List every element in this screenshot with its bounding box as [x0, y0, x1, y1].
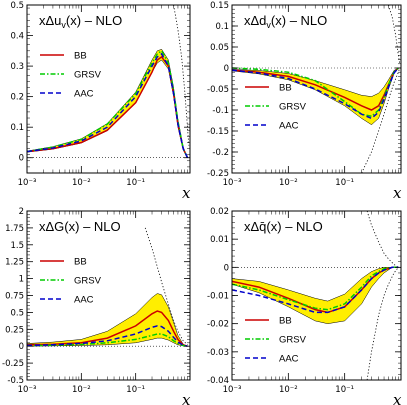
- y-tick-label: -0.25: [2, 359, 24, 369]
- panel-3: -0.5 -0.25 0 0.25 0.5 0.75 1 1.25 1.5 1.75 2 10⁻³ 10…: [2, 207, 191, 405]
- y-tick-label: 0.3: [10, 62, 24, 72]
- x-tick-label: 10⁻³: [223, 385, 242, 395]
- series-bb: [27, 55, 189, 159]
- panel-title: xΔq̄(x) – NLO: [244, 219, 323, 234]
- y-tick-label: 0: [224, 263, 229, 273]
- x-tick-label: 10⁻²: [72, 178, 91, 188]
- y-tick-label: 1.75: [5, 224, 24, 234]
- legend-label-aac: AAC: [74, 89, 94, 100]
- y-tick-label: -0.03: [207, 348, 229, 358]
- y-tick-label: -0.05: [207, 85, 229, 95]
- y-tick-label: 0.01: [210, 235, 229, 245]
- y-tick-label: 0: [19, 154, 24, 164]
- panel-2: -0.25 -0.2 -0.15 -0.1 -0.05 0 0.05 0.1 0.15 10⁻³ 1…: [207, 1, 402, 202]
- y-tick-label: 1: [19, 275, 24, 285]
- legend-label-grsv: GRSV: [74, 276, 102, 287]
- positivity-bound: [361, 67, 401, 173]
- y-tick-label: 0: [224, 64, 229, 74]
- plot-area: [27, 5, 190, 159]
- series-aac: [232, 266, 399, 314]
- y-tick-label: 0.2: [10, 93, 24, 103]
- panel-1: 0 0.1 0.2 0.3 0.4 0.5 10⁻³ 10⁻² 10⁻¹ x xΔuv(x) – N…: [10, 1, 191, 202]
- y-tick-label: 1.25: [5, 258, 24, 268]
- x-tick-label: 10⁻¹: [126, 178, 145, 188]
- legend: BB GRSV AAC: [245, 316, 307, 365]
- legend-label-bb: BB: [279, 316, 292, 327]
- legend-label-grsv: GRSV: [279, 335, 307, 346]
- legend-label-aac: AAC: [279, 121, 299, 132]
- positivity-bound: [366, 211, 399, 268]
- y-tick-label: 0.25: [5, 325, 24, 335]
- panel-title: xΔG(x) – NLO: [39, 219, 121, 234]
- series-bb: [27, 310, 188, 347]
- y-tick-label: -0.25: [207, 169, 229, 179]
- plot-area: [232, 211, 401, 380]
- x-axis-title: x: [182, 184, 191, 202]
- y-tick-label: -0.5: [7, 376, 24, 386]
- y-tick-label: 0.1: [215, 22, 229, 32]
- y-tick-label: 1.5: [10, 241, 24, 251]
- y-tick-label: -0.02: [207, 320, 229, 330]
- legend-label-aac: AAC: [279, 354, 299, 365]
- y-tick-label: 0.1: [10, 123, 24, 133]
- series-grsv: [232, 266, 399, 311]
- y-tick-label: 0.5: [10, 1, 24, 11]
- y-tick-label: 0: [19, 342, 24, 352]
- series-aac: [27, 52, 189, 159]
- y-tick-label: -0.2: [212, 148, 229, 158]
- y-tick-label: -0.15: [207, 127, 229, 137]
- legend-label-bb: BB: [74, 257, 87, 268]
- legend-label-grsv: GRSV: [74, 70, 102, 81]
- positivity-bound: [173, 5, 190, 146]
- legend: BB GRSV AAC: [40, 51, 102, 100]
- panel-4: -0.04 -0.03 -0.02 -0.01 0 0.01 0.02 10⁻³ 10⁻² 10⁻…: [207, 207, 402, 405]
- y-tick-label: 0.75: [5, 292, 24, 302]
- y-tick-label: 0.02: [210, 207, 229, 217]
- panel-title: xΔuv(x) – NLO: [39, 13, 122, 30]
- series-aac: [27, 325, 188, 347]
- legend-label-grsv: GRSV: [279, 102, 307, 113]
- x-tick-label: 10⁻³: [18, 178, 37, 188]
- x-tick-label: 10⁻²: [72, 385, 91, 395]
- legend-label-bb: BB: [74, 51, 87, 62]
- uncertainty-band: [27, 48, 188, 158]
- x-tick-label: 10⁻¹: [335, 178, 354, 188]
- x-tick-label: 10⁻¹: [335, 385, 354, 395]
- x-axis-title: x: [182, 391, 191, 405]
- x-axis-title: x: [393, 184, 402, 202]
- plot-area: [232, 5, 401, 173]
- x-tick-label: 10⁻²: [279, 385, 298, 395]
- x-tick-label: 10⁻³: [18, 385, 37, 395]
- y-tick-label: -0.01: [207, 292, 229, 302]
- legend-label-bb: BB: [279, 83, 292, 94]
- x-tick-label: 10⁻²: [279, 178, 298, 188]
- series-grsv: [27, 49, 189, 159]
- x-axis-title: x: [393, 391, 402, 405]
- y-tick-label: 0.15: [210, 1, 229, 11]
- legend: BB GRSV AAC: [245, 83, 307, 132]
- series-aac: [232, 67, 399, 120]
- plot-area: [27, 227, 190, 347]
- panel-title: xΔdv(x) – NLO: [244, 13, 327, 30]
- series-grsv: [27, 333, 188, 347]
- legend: BB GRSV AAC: [40, 257, 102, 306]
- y-tick-label: -0.04: [207, 376, 229, 386]
- y-tick-label: -0.1: [212, 106, 229, 116]
- legend-label-aac: AAC: [74, 295, 94, 306]
- series-grsv: [232, 67, 399, 118]
- y-tick-label: 0.5: [10, 308, 24, 318]
- y-tick-label: 2: [19, 207, 24, 217]
- x-tick-label: 10⁻³: [223, 178, 242, 188]
- y-tick-label: 0.05: [210, 43, 229, 53]
- plot-frame: [26, 4, 191, 174]
- x-tick-label: 10⁻¹: [126, 385, 145, 395]
- y-tick-label: 0.4: [10, 32, 24, 42]
